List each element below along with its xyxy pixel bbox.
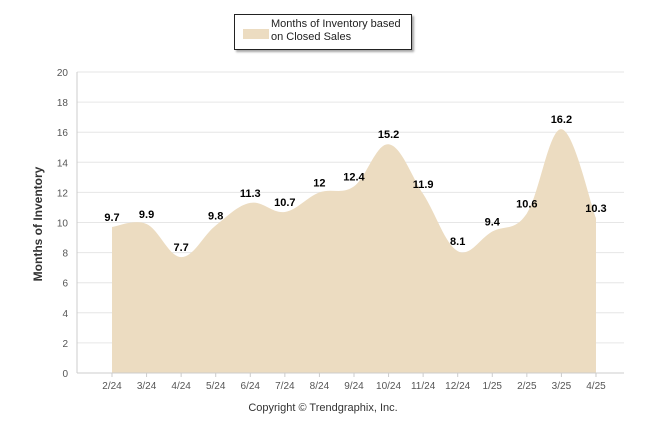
y-tick-label: 10 bbox=[57, 219, 69, 230]
data-label: 10.3 bbox=[585, 203, 606, 215]
x-tick-label: 8/24 bbox=[310, 381, 330, 392]
data-labels: 9.7 9.9 7.7 9.8 11.3 10.7 12 12.4 15.2 11.9 8.1 9.4… bbox=[104, 114, 606, 254]
y-tick-label: 6 bbox=[62, 279, 68, 290]
x-tick-label: 6/24 bbox=[241, 381, 261, 392]
x-tick-label: 3/25 bbox=[552, 381, 572, 392]
area-series bbox=[112, 129, 596, 373]
x-tick-label: 10/24 bbox=[376, 381, 401, 392]
area-fill bbox=[112, 129, 596, 373]
y-tick-label: 18 bbox=[57, 98, 69, 109]
x-tick-label: 2/25 bbox=[517, 381, 537, 392]
data-label: 8.1 bbox=[450, 236, 465, 248]
data-label: 9.8 bbox=[208, 211, 223, 223]
data-label: 11.9 bbox=[413, 179, 434, 191]
y-tick-label: 14 bbox=[57, 158, 69, 169]
data-label: 11.3 bbox=[240, 188, 261, 200]
legend-label: Months of Inventory based on Closed Sale… bbox=[271, 18, 401, 43]
data-label: 16.2 bbox=[551, 114, 572, 126]
data-label: 7.7 bbox=[173, 242, 188, 254]
data-label: 9.7 bbox=[104, 212, 119, 224]
y-tick-label: 8 bbox=[62, 249, 68, 260]
data-label: 9.9 bbox=[139, 209, 154, 221]
axes: 0 2 4 6 8 10 12 14 16 18 20 2/24 3/24 4/24 5/24 6/24 7/2… bbox=[57, 68, 624, 392]
y-tick-label: 12 bbox=[57, 188, 69, 199]
y-tick-label: 20 bbox=[57, 68, 69, 79]
y-tick-label: 2 bbox=[62, 339, 68, 350]
x-tick-label: 11/24 bbox=[411, 381, 436, 392]
data-label: 15.2 bbox=[378, 129, 399, 141]
data-label: 10.6 bbox=[516, 198, 537, 210]
x-tick-label: 3/24 bbox=[137, 381, 157, 392]
y-axis-title: Months of Inventory bbox=[31, 166, 45, 281]
x-tick-label: 7/24 bbox=[275, 381, 295, 392]
y-tick-label: 0 bbox=[62, 369, 68, 380]
x-tick-label: 4/24 bbox=[171, 381, 191, 392]
x-tick-label: 5/24 bbox=[206, 381, 226, 392]
data-label: 10.7 bbox=[274, 197, 295, 209]
data-label: 12 bbox=[313, 177, 325, 189]
x-tick-label: 1/25 bbox=[483, 381, 503, 392]
copyright-text: Copyright © Trendgraphix, Inc. bbox=[248, 402, 398, 414]
x-tick-label: 9/24 bbox=[344, 381, 364, 392]
x-tick-label: 4/25 bbox=[586, 381, 606, 392]
y-tick-label: 4 bbox=[62, 309, 68, 320]
legend-swatch bbox=[243, 29, 269, 39]
legend: Months of Inventory based on Closed Sale… bbox=[234, 14, 412, 50]
x-tick-label: 2/24 bbox=[102, 381, 122, 392]
y-tick-label: 16 bbox=[57, 128, 69, 139]
x-tick-label: 12/24 bbox=[445, 381, 470, 392]
data-label: 9.4 bbox=[485, 217, 501, 229]
data-label: 12.4 bbox=[343, 171, 365, 183]
